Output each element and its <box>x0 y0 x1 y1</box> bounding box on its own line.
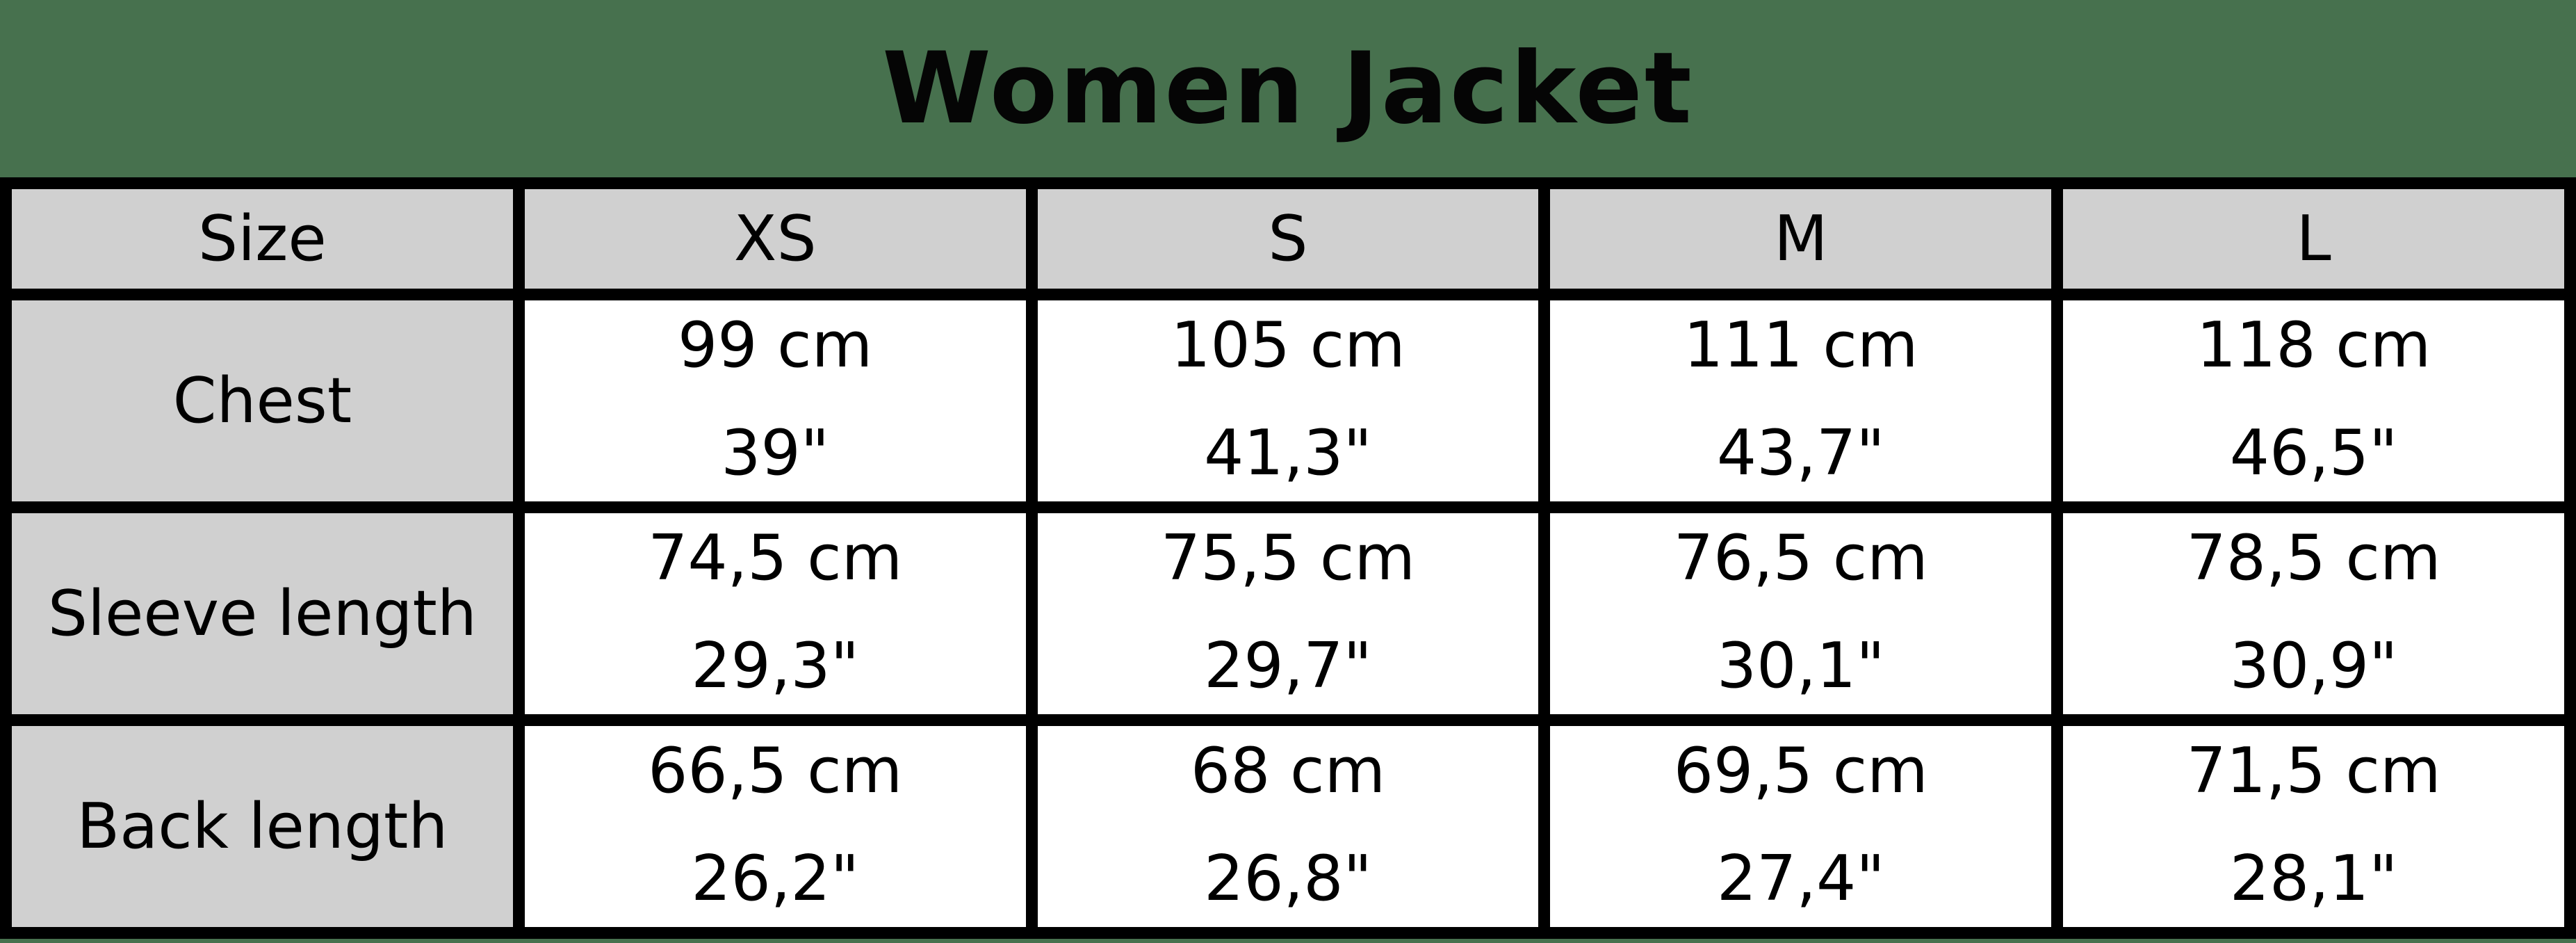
row-label-chest: Chest <box>0 289 525 513</box>
column-header-l: L <box>2051 177 2576 300</box>
sleeve-s-inch: 29,7" <box>1204 629 1372 702</box>
chest-s-cm: 105 cm <box>1171 309 1405 382</box>
column-header-m: M <box>1538 177 2064 300</box>
size-chart-table: Size XS S M L Chest 99 cm 39" 105 cm 41,… <box>0 177 2576 939</box>
table-row-back-length: Back length 66,5 cm 26,2" 68 cm 26,8" 69… <box>0 714 2576 939</box>
chest-l-inch: 46,5" <box>2229 416 2398 490</box>
cell-sleeve-m: 76,5 cm 30,1" <box>1538 501 2064 726</box>
chest-xs-cm: 99 cm <box>678 309 873 382</box>
title-band: Women Jacket <box>0 0 2576 177</box>
cell-sleeve-xs: 74,5 cm 29,3" <box>512 501 1038 726</box>
cell-chest-xs: 99 cm 39" <box>512 289 1038 513</box>
sleeve-l-cm: 78,5 cm <box>2186 522 2441 595</box>
chest-m-inch: 43,7" <box>1716 416 1885 490</box>
cell-sleeve-s: 75,5 cm 29,7" <box>1025 501 1551 726</box>
chest-s-inch: 41,3" <box>1204 416 1372 490</box>
cell-back-xs: 66,5 cm 26,2" <box>512 714 1038 939</box>
chest-l-cm: 118 cm <box>2196 309 2431 382</box>
cell-back-m: 69,5 cm 27,4" <box>1538 714 2064 939</box>
column-header-size: Size <box>0 177 525 300</box>
row-label-back-length: Back length <box>0 714 525 939</box>
page-title: Women Jacket <box>882 31 1694 146</box>
sleeve-xs-cm: 74,5 cm <box>648 522 903 595</box>
table-row-sleeve-length: Sleeve length 74,5 cm 29,3" 75,5 cm 29,7… <box>0 501 2576 726</box>
back-s-cm: 68 cm <box>1190 734 1386 807</box>
sleeve-l-inch: 30,9" <box>2229 629 2398 702</box>
sleeve-xs-inch: 29,3" <box>691 629 860 702</box>
back-l-cm: 71,5 cm <box>2186 734 2441 807</box>
back-m-inch: 27,4" <box>1716 841 1885 915</box>
cell-back-l: 71,5 cm 28,1" <box>2051 714 2576 939</box>
cell-back-s: 68 cm 26,8" <box>1025 714 1551 939</box>
cell-chest-s: 105 cm 41,3" <box>1025 289 1551 513</box>
back-s-inch: 26,8" <box>1204 841 1372 915</box>
column-header-xs: XS <box>512 177 1038 300</box>
chest-xs-inch: 39" <box>721 416 830 490</box>
back-l-inch: 28,1" <box>2229 841 2398 915</box>
sleeve-s-cm: 75,5 cm <box>1160 522 1416 595</box>
header-row: Size XS S M L <box>0 177 2576 300</box>
back-xs-cm: 66,5 cm <box>648 734 903 807</box>
sleeve-m-cm: 76,5 cm <box>1673 522 1928 595</box>
column-header-s: S <box>1025 177 1551 300</box>
back-m-cm: 69,5 cm <box>1673 734 1928 807</box>
cell-chest-l: 118 cm 46,5" <box>2051 289 2576 513</box>
chest-m-cm: 111 cm <box>1684 309 1918 382</box>
cell-sleeve-l: 78,5 cm 30,9" <box>2051 501 2576 726</box>
row-label-sleeve-length: Sleeve length <box>0 501 525 726</box>
cell-chest-m: 111 cm 43,7" <box>1538 289 2064 513</box>
table-row-chest: Chest 99 cm 39" 105 cm 41,3" 111 cm 43,7… <box>0 289 2576 513</box>
sleeve-m-inch: 30,1" <box>1716 629 1885 702</box>
back-xs-inch: 26,2" <box>691 841 860 915</box>
